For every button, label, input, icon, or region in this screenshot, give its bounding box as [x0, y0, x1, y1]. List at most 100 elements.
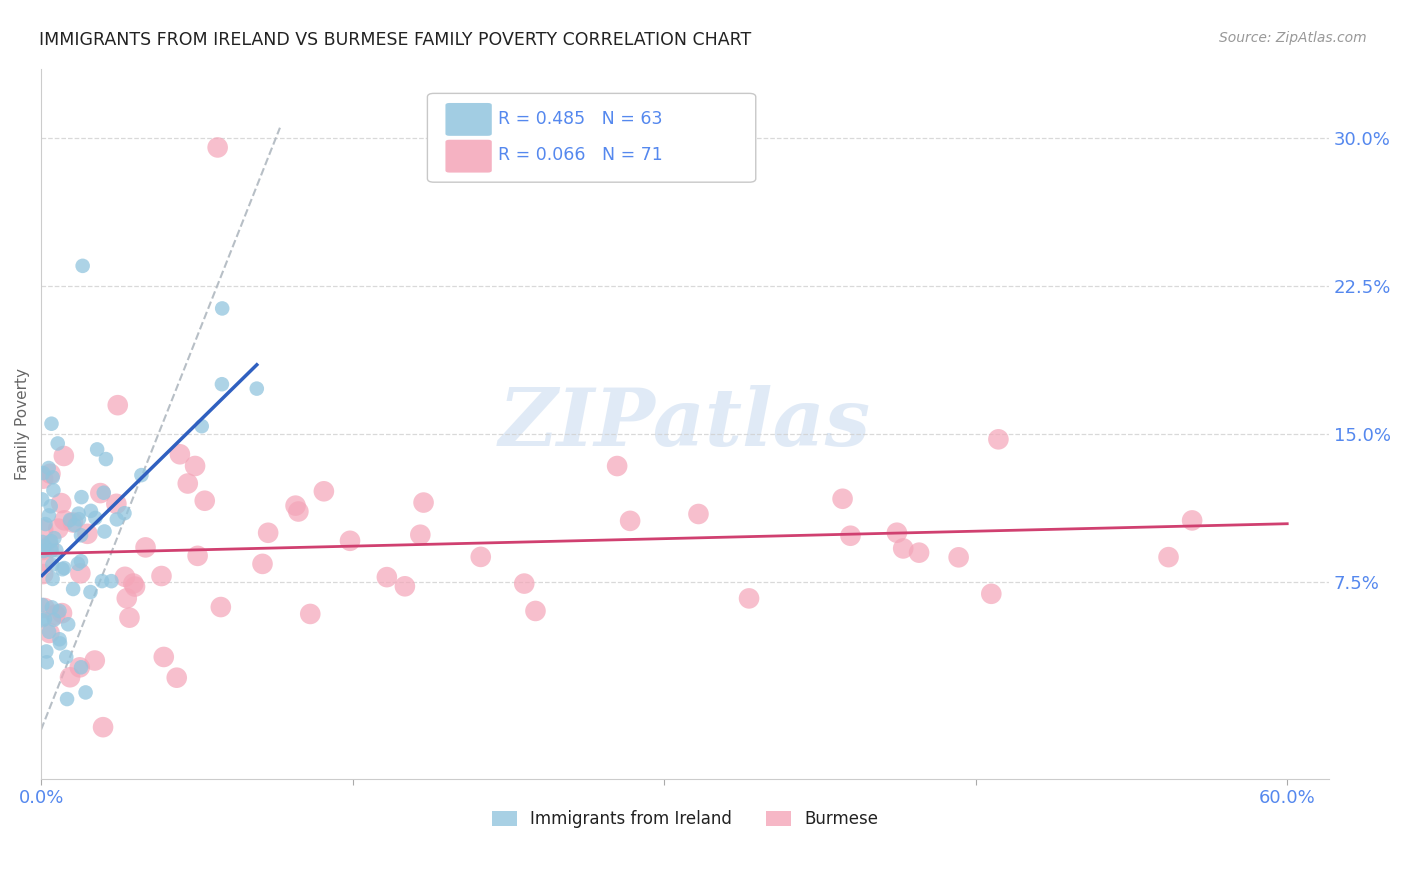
Immigrants from Ireland	[131, 468, 153, 483]
Immigrants from Ireland	[63, 518, 86, 533]
Burmese	[207, 140, 229, 154]
Immigrants from Ireland	[105, 512, 128, 526]
Immigrants from Ireland	[211, 301, 233, 316]
Burmese	[987, 433, 1010, 447]
Burmese	[51, 606, 73, 620]
Burmese	[257, 525, 280, 540]
Immigrants from Ireland	[79, 585, 101, 599]
Burmese	[105, 497, 128, 511]
Immigrants from Ireland	[100, 574, 122, 589]
Immigrants from Ireland	[56, 692, 79, 706]
Burmese	[62, 516, 84, 530]
Immigrants from Ireland	[42, 483, 65, 498]
Immigrants from Ireland	[114, 506, 136, 520]
Immigrants from Ireland	[41, 558, 63, 572]
Immigrants from Ireland	[66, 557, 89, 571]
Burmese	[150, 569, 173, 583]
Immigrants from Ireland	[31, 535, 53, 549]
Immigrants from Ireland	[86, 442, 108, 457]
Burmese	[32, 554, 55, 568]
Burmese	[606, 458, 628, 473]
Burmese	[394, 579, 416, 593]
Burmese	[51, 496, 73, 510]
Burmese	[299, 607, 322, 621]
Immigrants from Ireland	[31, 613, 53, 627]
Burmese	[184, 458, 207, 473]
Immigrants from Ireland	[55, 650, 77, 665]
Burmese	[209, 600, 232, 615]
Burmese	[69, 660, 91, 674]
Burmese	[39, 467, 62, 481]
Immigrants from Ireland	[48, 604, 70, 618]
Burmese	[107, 398, 129, 412]
Immigrants from Ireland	[190, 419, 212, 434]
Immigrants from Ireland	[211, 377, 233, 392]
Burmese	[831, 491, 853, 506]
Burmese	[114, 570, 136, 584]
Burmese	[53, 513, 76, 527]
Burmese	[375, 570, 398, 584]
Burmese	[908, 546, 931, 560]
Burmese	[52, 449, 75, 463]
Immigrants from Ireland	[70, 528, 93, 542]
Burmese	[32, 523, 55, 537]
Burmese	[177, 476, 200, 491]
Immigrants from Ireland	[31, 492, 53, 507]
Immigrants from Ireland	[34, 517, 56, 532]
Burmese	[339, 533, 361, 548]
Burmese	[886, 525, 908, 540]
Immigrants from Ireland	[53, 561, 76, 575]
Burmese	[194, 493, 217, 508]
Burmese	[409, 527, 432, 541]
Burmese	[83, 654, 105, 668]
Burmese	[513, 576, 536, 591]
Immigrants from Ireland	[41, 600, 63, 615]
Immigrants from Ireland	[45, 543, 67, 558]
Immigrants from Ireland	[91, 574, 114, 588]
FancyBboxPatch shape	[446, 140, 492, 172]
FancyBboxPatch shape	[427, 94, 756, 182]
Immigrants from Ireland	[35, 644, 58, 658]
Burmese	[166, 671, 188, 685]
FancyBboxPatch shape	[446, 103, 492, 136]
Immigrants from Ireland	[51, 562, 73, 576]
Text: Source: ZipAtlas.com: Source: ZipAtlas.com	[1219, 31, 1367, 45]
Text: R = 0.485   N = 63: R = 0.485 N = 63	[498, 111, 662, 128]
Immigrants from Ireland	[48, 632, 70, 647]
Burmese	[284, 499, 307, 513]
Immigrants from Ireland	[84, 511, 107, 525]
Immigrants from Ireland	[41, 572, 63, 586]
Immigrants from Ireland	[38, 508, 60, 523]
Immigrants from Ireland	[38, 624, 60, 639]
Burmese	[1181, 513, 1204, 527]
Burmese	[124, 580, 146, 594]
Immigrants from Ireland	[34, 612, 56, 626]
Immigrants from Ireland	[94, 452, 117, 467]
Text: IMMIGRANTS FROM IRELAND VS BURMESE FAMILY POVERTY CORRELATION CHART: IMMIGRANTS FROM IRELAND VS BURMESE FAMIL…	[39, 31, 752, 49]
Immigrants from Ireland	[39, 500, 62, 514]
Burmese	[46, 522, 69, 536]
Burmese	[948, 550, 970, 565]
Immigrants from Ireland	[93, 485, 115, 500]
Immigrants from Ireland	[62, 582, 84, 596]
Burmese	[738, 591, 761, 606]
Burmese	[524, 604, 547, 618]
Immigrants from Ireland	[34, 539, 56, 553]
Burmese	[44, 607, 66, 622]
Immigrants from Ireland	[46, 436, 69, 450]
Immigrants from Ireland	[70, 490, 93, 504]
Burmese	[69, 566, 91, 581]
Immigrants from Ireland	[49, 636, 72, 650]
Immigrants from Ireland	[70, 554, 93, 568]
Burmese	[169, 447, 191, 461]
Immigrants from Ireland	[93, 524, 115, 539]
Burmese	[252, 557, 274, 571]
Immigrants from Ireland	[31, 598, 53, 612]
Burmese	[32, 543, 55, 558]
Burmese	[115, 591, 138, 606]
Burmese	[839, 529, 862, 543]
Y-axis label: Family Poverty: Family Poverty	[15, 368, 30, 480]
Burmese	[89, 486, 111, 500]
Immigrants from Ireland	[80, 504, 103, 518]
Burmese	[32, 472, 55, 486]
